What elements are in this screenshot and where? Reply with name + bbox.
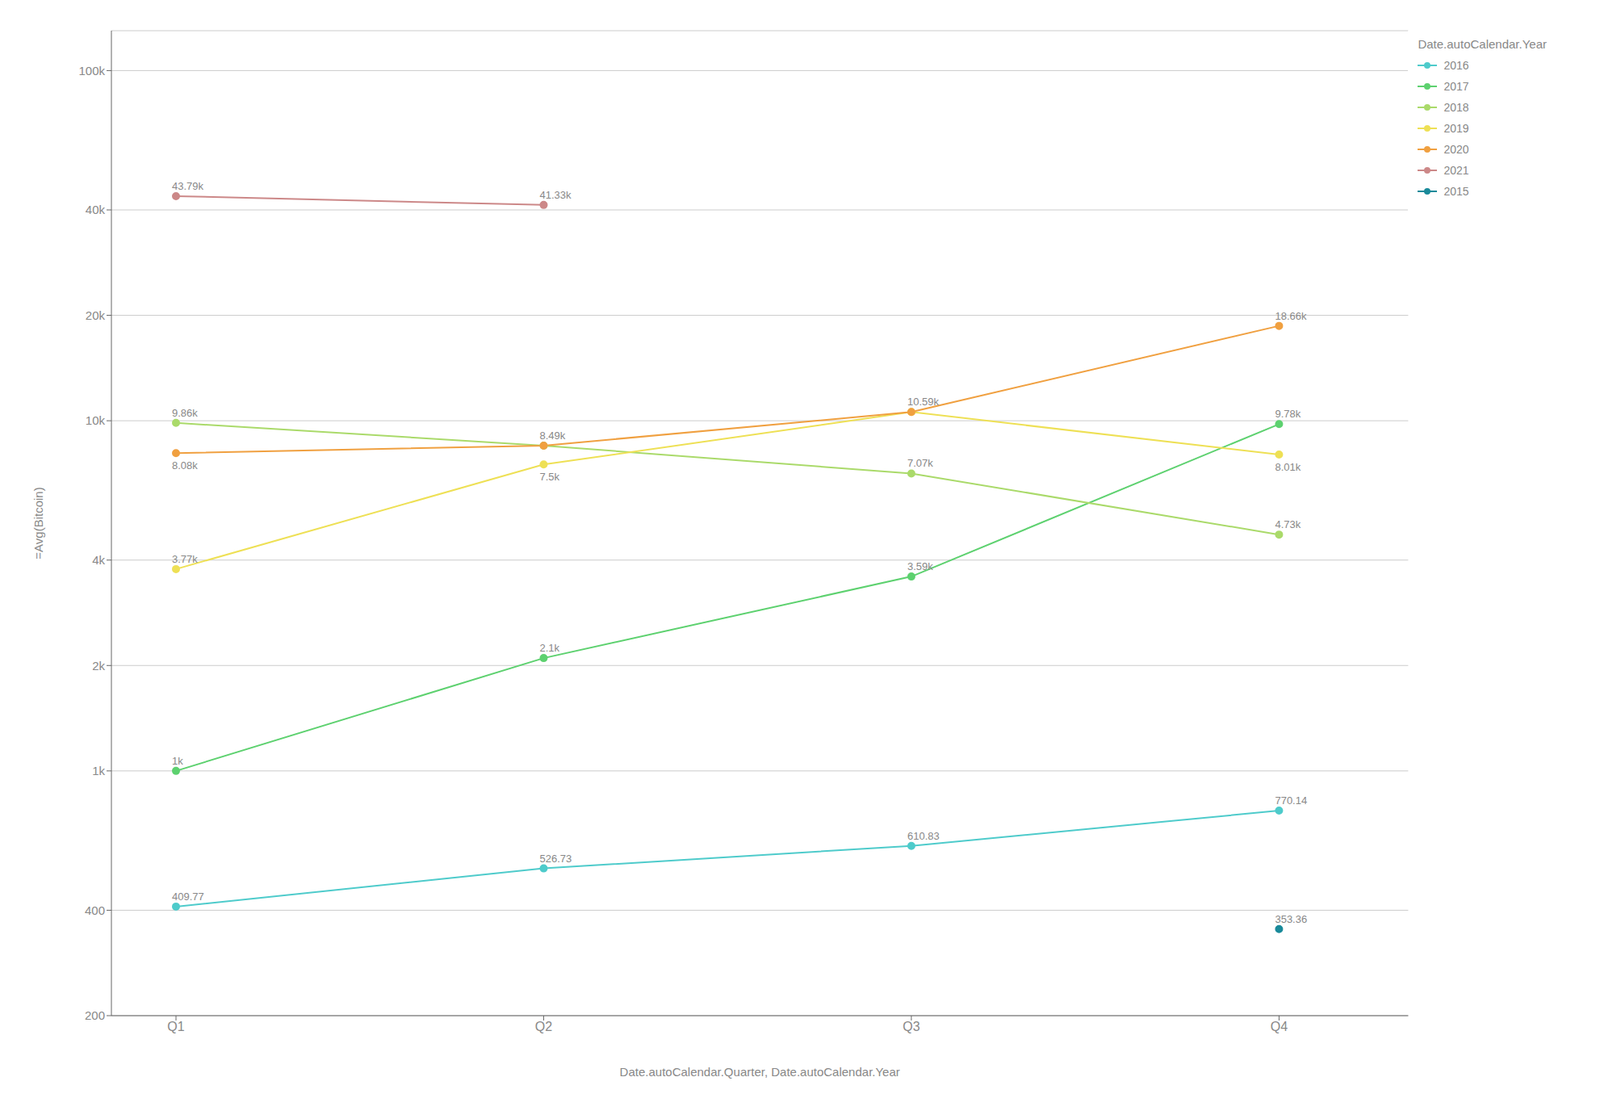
svg-text:2k: 2k xyxy=(92,658,105,673)
svg-text:Q1: Q1 xyxy=(167,1019,185,1034)
svg-text:4k: 4k xyxy=(92,552,105,567)
svg-text:9.86k: 9.86k xyxy=(171,406,198,419)
svg-text:1k: 1k xyxy=(171,754,184,767)
svg-text:41.33k: 41.33k xyxy=(539,188,572,202)
svg-text:10.59k: 10.59k xyxy=(907,395,940,408)
svg-text:Q4: Q4 xyxy=(1270,1019,1288,1034)
svg-text:43.79k: 43.79k xyxy=(171,180,205,193)
svg-text:1k: 1k xyxy=(92,763,105,778)
svg-text:Q3: Q3 xyxy=(902,1019,920,1034)
svg-text:7.5k: 7.5k xyxy=(539,470,560,483)
html-text:2020: 2020 xyxy=(1443,142,1469,156)
svg-text:=Avg(Bitcoin): =Avg(Bitcoin) xyxy=(31,486,46,559)
svg-text:Date.autoCalendar.Quarter, Dat: Date.autoCalendar.Quarter, Date.autoCale… xyxy=(619,1064,901,1079)
html-text:2021: 2021 xyxy=(1443,163,1469,177)
html-text:2017: 2017 xyxy=(1443,79,1469,93)
svg-text:7.07k: 7.07k xyxy=(907,456,934,470)
svg-text:18.66k: 18.66k xyxy=(1274,309,1307,323)
svg-text:4.73k: 4.73k xyxy=(1274,518,1301,531)
svg-text:200: 200 xyxy=(84,1008,105,1022)
svg-text:770.14: 770.14 xyxy=(1274,794,1307,807)
svg-text:9.78k: 9.78k xyxy=(1274,407,1301,420)
svg-text:3.59k: 3.59k xyxy=(907,560,934,573)
svg-text:3.77k: 3.77k xyxy=(171,552,198,566)
svg-text:Q2: Q2 xyxy=(535,1019,553,1034)
svg-text:353.36: 353.36 xyxy=(1274,913,1307,926)
html-text:Date.autoCalendar.Year: Date.autoCalendar.Year xyxy=(1417,37,1547,51)
svg-text:40k: 40k xyxy=(85,202,106,217)
svg-text:610.83: 610.83 xyxy=(907,829,940,842)
svg-text:8.01k: 8.01k xyxy=(1274,460,1301,474)
svg-text:100k: 100k xyxy=(78,63,105,78)
html-text:2016: 2016 xyxy=(1443,58,1469,72)
html-text:2015: 2015 xyxy=(1443,184,1469,198)
svg-text:10k: 10k xyxy=(85,413,106,428)
html-text:2018: 2018 xyxy=(1443,100,1469,114)
svg-text:409.77: 409.77 xyxy=(171,890,205,903)
svg-text:526.73: 526.73 xyxy=(539,852,572,865)
svg-text:8.49k: 8.49k xyxy=(539,429,566,442)
svg-text:8.08k: 8.08k xyxy=(171,459,198,472)
svg-text:20k: 20k xyxy=(85,308,106,323)
svg-text:2.1k: 2.1k xyxy=(539,641,560,654)
svg-text:400: 400 xyxy=(84,903,105,918)
html-text:2019: 2019 xyxy=(1443,121,1469,135)
